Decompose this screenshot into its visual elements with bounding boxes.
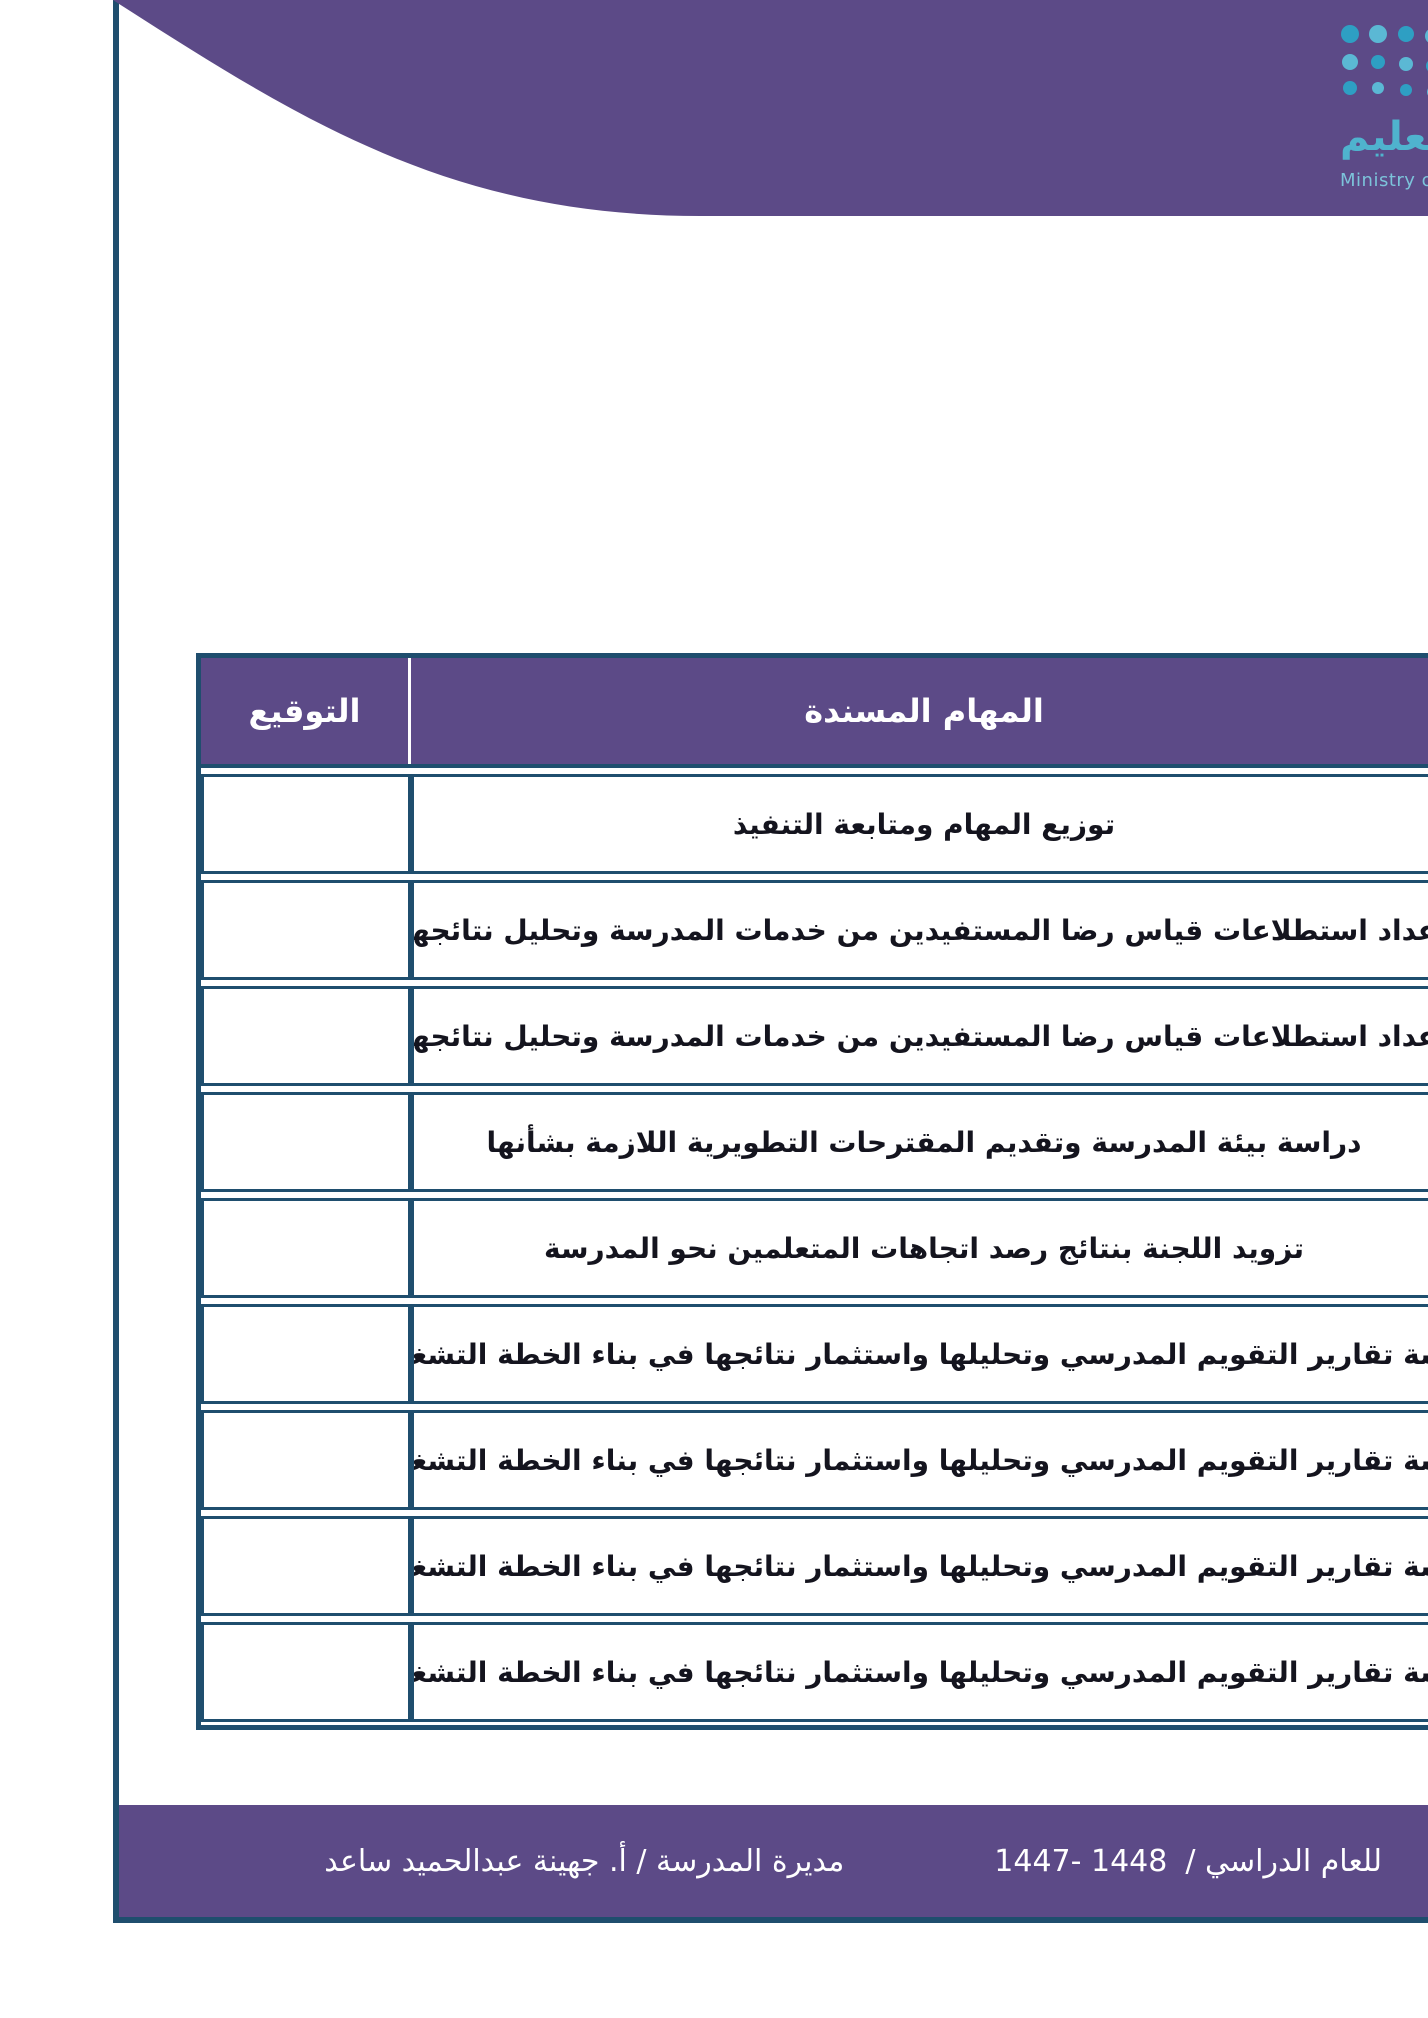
task-cell: دراسة تقارير التقويم المدرسي وتحليلها وا… xyxy=(411,1516,1428,1616)
header-wave xyxy=(113,0,1428,216)
principal-name: مديرة المدرسة / أ. جهينة عبدالحميد ساعد xyxy=(324,1843,845,1879)
task-cell: دراسة تقارير التقويم المدرسي وتحليلها وا… xyxy=(411,1622,1428,1722)
signature-column-header: التوقيع xyxy=(201,658,411,764)
signature-cell xyxy=(201,986,411,1086)
signature-cell xyxy=(201,1622,411,1722)
signature-cell xyxy=(201,1198,411,1298)
logo-english-wordmark: Ministry of Education xyxy=(1340,170,1428,191)
table-row: دراسة تقارير التقويم المدرسي وتحليلها وا… xyxy=(201,1622,1428,1722)
academic-year-value: 1447- 1448 xyxy=(994,1843,1168,1879)
logo-arabic-wordmark: تعليم xyxy=(1340,114,1428,160)
page-border-bottom xyxy=(113,1917,1428,1923)
task-cell: إعداد استطلاعات قياس رضا المستفيدين من خ… xyxy=(411,986,1428,1086)
table-row: دراسة تقارير التقويم المدرسي وتحليلها وا… xyxy=(201,1516,1428,1616)
task-cell: توزيع المهام ومتابعة التنفيذ xyxy=(411,774,1428,874)
task-cell: تزويد اللجنة بنتائج رصد اتجاهات المتعلمي… xyxy=(411,1198,1428,1298)
page-border-left xyxy=(113,0,119,1923)
task-cell: دراسة تقارير التقويم المدرسي وتحليلها وا… xyxy=(411,1304,1428,1404)
table-row: دراسة تقارير التقويم المدرسي وتحليلها وا… xyxy=(201,1304,1428,1404)
table-row: إعداد استطلاعات قياس رضا المستفيدين من خ… xyxy=(201,880,1428,980)
signature-cell xyxy=(201,1092,411,1192)
ministry-of-education-logo: تعليم Ministry of Education xyxy=(1338,14,1428,214)
signature-cell xyxy=(201,880,411,980)
table-row: توزيع المهام ومتابعة التنفيذ xyxy=(201,774,1428,874)
table-row: إعداد استطلاعات قياس رضا المستفيدين من خ… xyxy=(201,986,1428,1086)
task-cell: دراسة تقارير التقويم المدرسي وتحليلها وا… xyxy=(411,1410,1428,1510)
ministry-logo-dots-icon xyxy=(1341,25,1428,96)
table-row: تزويد اللجنة بنتائج رصد اتجاهات المتعلمي… xyxy=(201,1198,1428,1298)
task-cell: إعداد استطلاعات قياس رضا المستفيدين من خ… xyxy=(411,880,1428,980)
table-row: دراسة تقارير التقويم المدرسي وتحليلها وا… xyxy=(201,1410,1428,1510)
signature-cell xyxy=(201,1410,411,1510)
signature-cell xyxy=(201,1304,411,1404)
academic-year-label: للعام الدراسي / xyxy=(1185,1843,1382,1879)
task-cell: دراسة بيئة المدرسة وتقديم المقترحات التط… xyxy=(411,1092,1428,1192)
footer-bar: للعام الدراسي / 1447- 1448 مديرة المدرسة… xyxy=(119,1805,1428,1917)
table-row: دراسة بيئة المدرسة وتقديم المقترحات التط… xyxy=(201,1092,1428,1192)
tasks-column-header: المهام المسندة xyxy=(804,692,1044,730)
table-body: توزيع المهام ومتابعة التنفيذ إعداد استطل… xyxy=(201,774,1428,1722)
table-header-row: التوقيع المهام المسندة xyxy=(201,658,1428,768)
assigned-tasks-table: التوقيع المهام المسندة توزيع المهام ومتا… xyxy=(196,653,1428,1730)
signature-cell xyxy=(201,1516,411,1616)
signature-cell xyxy=(201,774,411,874)
